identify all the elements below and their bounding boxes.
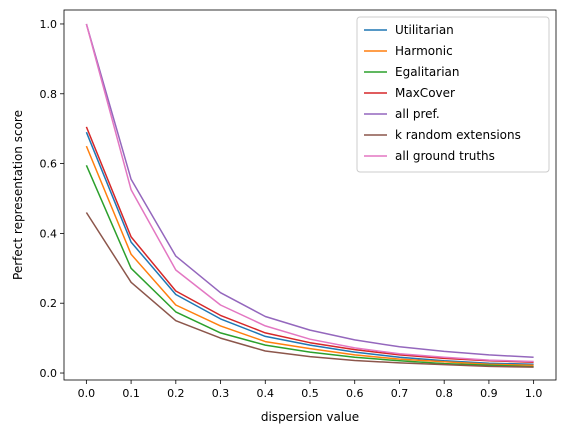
legend-label: k random extensions bbox=[395, 128, 521, 142]
legend-label: Utilitarian bbox=[395, 23, 454, 37]
plot-lines bbox=[85, 23, 534, 368]
x-tick-label: 0.5 bbox=[301, 387, 319, 400]
x-axis: 0.0 0.1 0.2 0.3 0.4 0.5 0.6 0.7 0.8 0.9 1.0 bbox=[78, 380, 543, 400]
legend-label: all pref. bbox=[395, 107, 440, 121]
x-tick-label: 0.0 bbox=[78, 387, 96, 400]
legend: Utilitarian Harmonic Egalitarian MaxCover al… bbox=[356, 16, 550, 173]
legend-box bbox=[356, 16, 550, 173]
y-axis: 0.0 0.2 0.4 0.6 0.8 1.0 bbox=[40, 18, 64, 380]
legend-label: Harmonic bbox=[395, 44, 453, 58]
legend-label: Egalitarian bbox=[395, 65, 460, 79]
x-tick-label: 0.4 bbox=[257, 387, 275, 400]
x-tick-label: 0.2 bbox=[167, 387, 185, 400]
x-tick-label: 0.9 bbox=[480, 387, 498, 400]
legend-label: all ground truths bbox=[395, 149, 495, 163]
y-tick-label: 0.0 bbox=[40, 367, 58, 380]
x-tick-label: 0.8 bbox=[435, 387, 453, 400]
y-tick-label: 0.2 bbox=[40, 297, 58, 310]
x-tick-label: 0.7 bbox=[391, 387, 409, 400]
series-line-all-ground-truths bbox=[85, 23, 534, 363]
y-tick-label: 0.8 bbox=[40, 88, 58, 101]
series-line-k-random-extensions bbox=[85, 212, 534, 368]
y-tick-label: 0.4 bbox=[40, 227, 58, 240]
y-tick-label: 0.6 bbox=[40, 158, 58, 171]
x-tick-label: 0.3 bbox=[212, 387, 230, 400]
series-line-maxcover bbox=[85, 126, 534, 363]
legend-label: MaxCover bbox=[395, 86, 455, 100]
series-line-egalitarian bbox=[85, 165, 534, 368]
x-tick-label: 1.0 bbox=[525, 387, 543, 400]
x-tick-label: 0.6 bbox=[346, 387, 364, 400]
y-axis-label: Perfect representation score bbox=[11, 110, 25, 280]
x-tick-label: 0.1 bbox=[122, 387, 140, 400]
x-axis-label: dispersion value bbox=[261, 410, 359, 424]
y-tick-label: 1.0 bbox=[40, 18, 58, 31]
series-line-utilitarian bbox=[85, 131, 534, 366]
series-line-all-pref bbox=[85, 23, 534, 359]
series-line-harmonic bbox=[85, 145, 534, 367]
